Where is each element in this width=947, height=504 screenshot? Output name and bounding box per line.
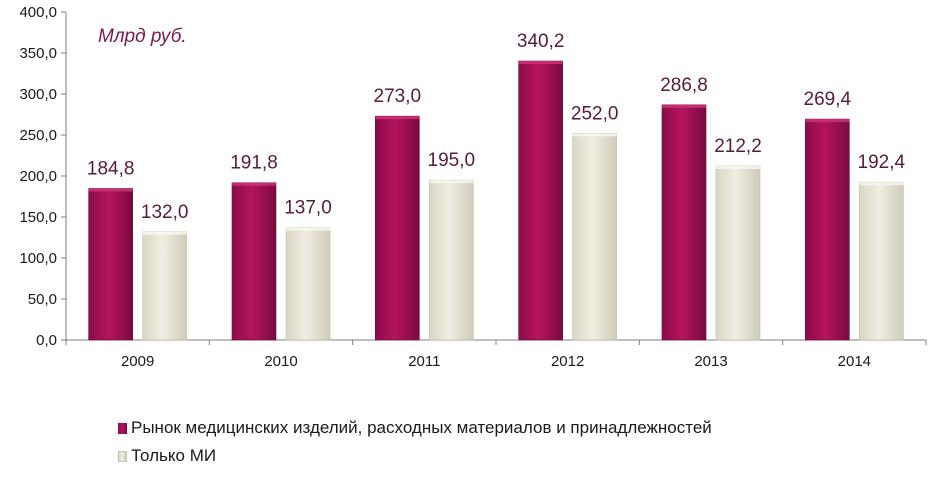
bar-mi-cap [716, 165, 760, 169]
bar-market-cap [805, 119, 850, 123]
legend: Рынок медицинских изделий, расходных мат… [118, 414, 712, 470]
bar-market-cap [88, 188, 133, 192]
x-tick-label: 2010 [264, 353, 297, 370]
y-tick-label: 300,0 [19, 86, 57, 103]
data-label-market: 273,0 [374, 86, 422, 107]
bar-mi-cap [859, 182, 904, 186]
data-label-market: 269,4 [804, 89, 852, 110]
bar-mi [142, 231, 187, 341]
y-tick-label: 350,0 [19, 45, 57, 62]
legend-swatch-market [118, 422, 127, 434]
bar-market [661, 104, 707, 341]
legend-item-market: Рынок медицинских изделий, расходных мат… [118, 414, 712, 442]
y-tick-label: 100,0 [19, 250, 57, 267]
y-tick-label: 50,0 [28, 291, 57, 308]
y-tick-label: 0,0 [36, 332, 57, 349]
bar-mi [715, 165, 761, 341]
bars [88, 60, 904, 341]
bar-market [88, 188, 133, 341]
bar-mi [572, 133, 617, 341]
data-label-mi: 252,0 [571, 103, 619, 124]
legend-label-market: Рынок медицинских изделий, расходных мат… [131, 418, 712, 437]
legend-label-mi: Только МИ [131, 446, 217, 465]
bar-mi [285, 227, 331, 341]
y-tick-label: 150,0 [19, 209, 57, 226]
bar-mi-cap [572, 133, 617, 137]
y-tick-label: 250,0 [19, 127, 57, 144]
bar-mi-cap [429, 180, 474, 184]
data-label-mi: 212,2 [714, 136, 762, 157]
bar-market [231, 182, 277, 341]
bar-mi-cap [142, 231, 187, 235]
data-label-market: 191,8 [230, 153, 278, 174]
legend-swatch-mi [118, 450, 127, 462]
axes [65, 12, 926, 341]
x-tick-label: 2011 [408, 353, 440, 370]
data-labels: 184,8 132,0 191,8 137,0 273,0 195,0 340,2 252,0… [87, 31, 906, 223]
x-tick-label: 2009 [121, 353, 154, 370]
bar-market [518, 60, 563, 341]
unit-label: Млрд руб. [98, 26, 187, 47]
data-label-mi: 195,0 [428, 150, 476, 171]
data-label-mi: 192,4 [858, 152, 906, 173]
bar-market [805, 118, 850, 341]
bar-mi-cap [286, 227, 330, 231]
data-label-market: 340,2 [517, 31, 565, 52]
bar-mi [429, 179, 474, 341]
data-label-mi: 137,0 [284, 198, 332, 219]
y-tick-label: 400,0 [19, 4, 57, 21]
data-label-mi: 132,0 [141, 202, 189, 223]
bar-mi [859, 181, 904, 341]
y-ticks: 0,0 50,0 100,0 150,0 200,0 250,0 300,0 350,0 400… [19, 4, 66, 349]
legend-item-mi: Только МИ [118, 442, 712, 470]
data-label-market: 184,8 [87, 158, 135, 179]
bar-market-cap [662, 104, 706, 108]
bar-market [375, 115, 420, 341]
x-tick-label: 2013 [694, 353, 727, 370]
bar-market-cap [375, 116, 420, 120]
x-tick-label: 2014 [838, 353, 871, 370]
y-tick-label: 200,0 [19, 168, 57, 185]
x-tick-label: 2012 [551, 353, 584, 370]
bar-market-cap [232, 182, 276, 186]
data-label-market: 286,8 [660, 75, 708, 96]
x-ticks: 2009 2010 2011 2012 2013 2014 [65, 340, 927, 370]
bar-market-cap [518, 61, 563, 65]
